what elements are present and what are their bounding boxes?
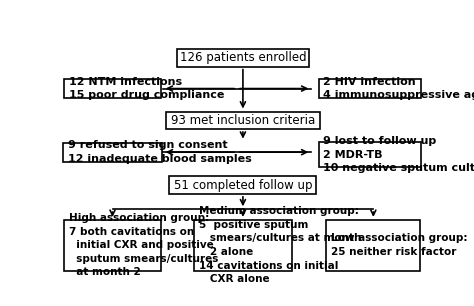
- FancyBboxPatch shape: [177, 49, 309, 67]
- FancyBboxPatch shape: [319, 142, 421, 167]
- FancyBboxPatch shape: [166, 111, 320, 129]
- FancyBboxPatch shape: [64, 79, 161, 98]
- FancyBboxPatch shape: [194, 220, 292, 271]
- FancyBboxPatch shape: [169, 176, 316, 194]
- Text: 51 completed follow up: 51 completed follow up: [173, 179, 312, 192]
- Text: High association group:
7 both cavitations on
  initial CXR and positive
  sputu: High association group: 7 both cavitatio…: [69, 213, 218, 278]
- Text: 2 HIV infection
4 immunosuppressive agents: 2 HIV infection 4 immunosuppressive agen…: [323, 77, 474, 100]
- Text: 9 lost to follow up
2 MDR-TB
10 negative sputum culture: 9 lost to follow up 2 MDR-TB 10 negative…: [323, 136, 474, 173]
- FancyBboxPatch shape: [64, 220, 161, 271]
- Text: Low association group:
25 neither risk factor: Low association group: 25 neither risk f…: [331, 233, 468, 257]
- Text: 12 NTM infections
15 poor drug compliance: 12 NTM infections 15 poor drug complianc…: [69, 77, 224, 100]
- Text: 9 refused to sign consent
12 inadequate blood samples: 9 refused to sign consent 12 inadequate …: [68, 140, 251, 164]
- FancyBboxPatch shape: [319, 79, 421, 98]
- FancyBboxPatch shape: [327, 220, 420, 271]
- FancyBboxPatch shape: [63, 143, 162, 162]
- Text: 93 met inclusion criteria: 93 met inclusion criteria: [171, 114, 315, 127]
- Text: 126 patients enrolled: 126 patients enrolled: [180, 51, 306, 65]
- Text: Medium association group:
5  positive sputum
   smears/cultures at month
   2 al: Medium association group: 5 positive spu…: [199, 206, 361, 284]
